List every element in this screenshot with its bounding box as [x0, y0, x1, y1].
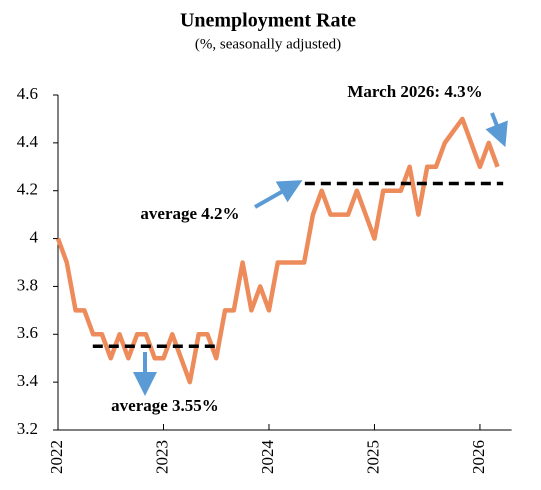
x-tick-label: 2026 [469, 440, 488, 474]
y-tick-label: 3.6 [17, 323, 38, 342]
arrow [254, 180, 303, 209]
y-tick-label: 3.8 [17, 275, 38, 294]
y-tick-label: 4 [30, 227, 39, 246]
data-line [55, 116, 500, 385]
arrow [485, 112, 508, 148]
x-tick-label: 2025 [363, 440, 382, 474]
y-tick-label: 4.4 [17, 132, 39, 151]
y-tick-label: 3.2 [17, 419, 38, 438]
y-tick-label: 4.2 [17, 180, 38, 199]
reference-label: average 3.55% [111, 396, 219, 415]
chart-subtitle: (%, seasonally adjusted) [195, 36, 341, 52]
x-tick-label: 2022 [47, 440, 66, 474]
annotation: March 2026: 4.3% [347, 82, 482, 101]
chart-title: Unemployment Rate [180, 10, 356, 32]
plot-area: 3.2 3.4 3.6 3.8 4 4.2 4.4 4.6 2022 2023 2024 2025 20… [17, 84, 512, 474]
reference-label: average 4.2% [140, 204, 239, 223]
y-tick-label: 4.6 [17, 84, 38, 103]
x-tick-label: 2024 [258, 440, 277, 475]
x-tick-label: 2023 [152, 440, 171, 474]
y-tick-label: 3.4 [17, 371, 39, 390]
